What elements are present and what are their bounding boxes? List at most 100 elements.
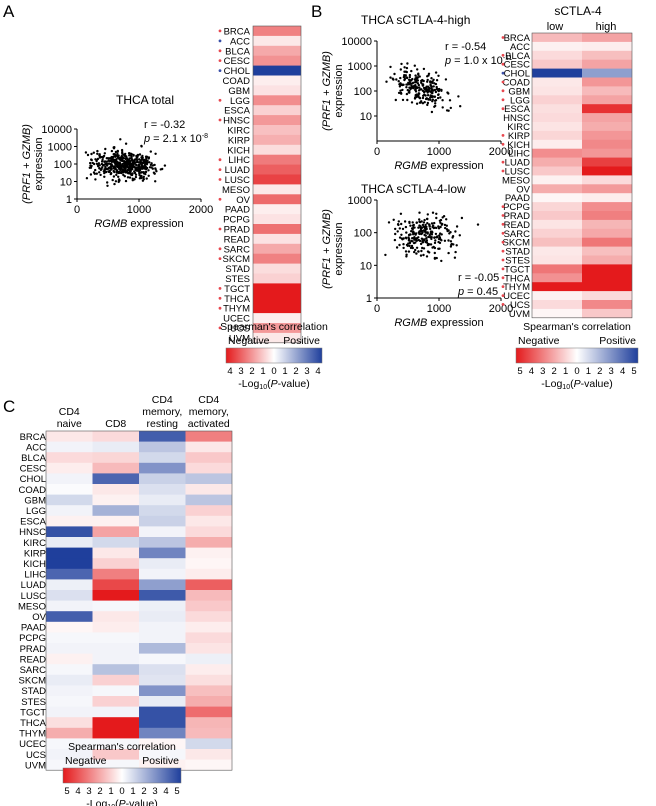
heatmap-cell: [582, 148, 632, 158]
row-label: UCS: [230, 323, 250, 334]
row-label: PAAD: [505, 193, 530, 204]
scatter-point: [433, 246, 437, 250]
heatmap-cell: [532, 157, 582, 167]
scatter-point: [398, 85, 402, 88]
heatmap-cell: [185, 664, 232, 676]
x-tick-label: 0: [74, 204, 80, 216]
heatmap-cell: [92, 590, 139, 601]
legend-tick-label: 4: [315, 366, 320, 377]
scatter-point: [419, 220, 422, 224]
scatter-point: [119, 162, 122, 166]
panel-a-scatter-plot: 0 1000 2000 1 10 100 1000 10000 RGMB expression (…: [21, 124, 213, 230]
row-label: PAAD: [21, 623, 46, 634]
heatmap-cell: [582, 59, 632, 69]
y-tick-label: 10: [60, 177, 72, 189]
panel-b-high-p-annotation: p = 1.0 x 10-11: [444, 55, 513, 67]
heatmap-cell: [92, 473, 139, 485]
legend-title: Spearman's correlation: [523, 321, 631, 333]
scatter-point: [420, 237, 424, 240]
heatmap-cell: [532, 95, 582, 105]
legend-tick-label: 1: [282, 366, 287, 377]
heatmap-cell: [532, 148, 582, 158]
heatmap-cell: [532, 282, 582, 292]
heatmap-cell: [92, 558, 139, 570]
heatmap-cell: [582, 246, 632, 256]
scatter-point: [130, 164, 133, 167]
scatter-point: [401, 238, 404, 241]
scatter-point: [451, 236, 454, 239]
row-label: ACC: [510, 42, 530, 53]
heatmap-cell: [46, 473, 93, 485]
y-tick-label: 100: [54, 159, 72, 171]
row-label: HNSC: [19, 527, 46, 538]
heatmap-cell: [185, 653, 232, 665]
scatter-point: [415, 221, 418, 224]
scatter-point: [145, 167, 148, 170]
heatmap-cell: [139, 484, 186, 495]
scatter-point: [405, 83, 408, 86]
row-label: ACC: [26, 442, 46, 453]
heatmap-cell: [92, 441, 139, 453]
scatter-point: [110, 159, 113, 162]
heatmap-cell: [139, 643, 186, 654]
scatter-point: [148, 161, 151, 164]
legend-axis-label: -Log10(P-value): [541, 378, 612, 391]
scatter-point: [125, 155, 128, 158]
heatmap-cell: [532, 113, 582, 123]
heatmap-cell: [582, 33, 632, 43]
heatmap-cell: [185, 473, 232, 485]
scatter-point: [407, 91, 410, 94]
row-label: HNSC: [503, 113, 530, 124]
scatter-point: [441, 106, 444, 109]
heatmap-cell: [139, 632, 186, 644]
heatmap-cell: [253, 75, 301, 86]
heatmap-cell: [253, 35, 301, 47]
scatter-point: [127, 152, 131, 155]
heatmap-cell: [185, 600, 232, 612]
scatter-point: [110, 156, 113, 159]
scatter-point: [114, 167, 118, 171]
row-label: LUAD: [505, 158, 530, 169]
heatmap-cell: [46, 558, 93, 570]
scatter-point: [397, 80, 400, 83]
row-label: ACC: [230, 36, 250, 47]
scatter-point: [142, 159, 146, 163]
heatmap-cell: [92, 621, 139, 633]
scatter-point: [427, 72, 431, 76]
heatmap-cell: [139, 462, 186, 474]
scatter-point: [154, 152, 157, 155]
heatmap-cell: [532, 33, 582, 43]
heatmap-cell: [92, 749, 139, 760]
scatter-point: [441, 222, 444, 226]
scatter-point: [440, 259, 443, 263]
scatter-point: [440, 88, 443, 92]
scatter-point: [419, 225, 422, 228]
row-label: HNSC: [223, 116, 250, 127]
row-label: KICH: [507, 140, 530, 151]
scatter-point: [417, 73, 420, 77]
heatmap-cell: [532, 184, 582, 194]
heatmap-cell: [253, 313, 301, 324]
scatter-point: [401, 98, 405, 102]
scatter-point: [422, 221, 426, 224]
scatter-point: [404, 225, 408, 229]
column-header: CD4: [59, 406, 80, 418]
row-label: SKCM: [223, 254, 251, 265]
scatter-point: [414, 88, 417, 92]
panel-a-scatter: THCA total r = -0.32 p = 2.1 x 10-8 0 100…: [21, 93, 213, 230]
scatter-point: [104, 162, 107, 165]
heatmap-cell: [185, 547, 232, 559]
scatter-point: [403, 78, 406, 82]
scatter-point: [423, 227, 427, 230]
scatter-point: [145, 177, 148, 180]
significance-star: [501, 205, 505, 209]
scatter-point: [417, 92, 420, 95]
scatter-point: [90, 152, 93, 156]
significance-star: [501, 169, 505, 173]
heatmap-cell: [185, 568, 232, 580]
y-axis-label-line1: (PRF1 + GZMB): [21, 124, 33, 204]
scatter-point: [128, 172, 131, 175]
scatter-point: [135, 163, 138, 167]
heatmap-cell: [92, 505, 139, 517]
row-label: KICH: [23, 559, 46, 570]
